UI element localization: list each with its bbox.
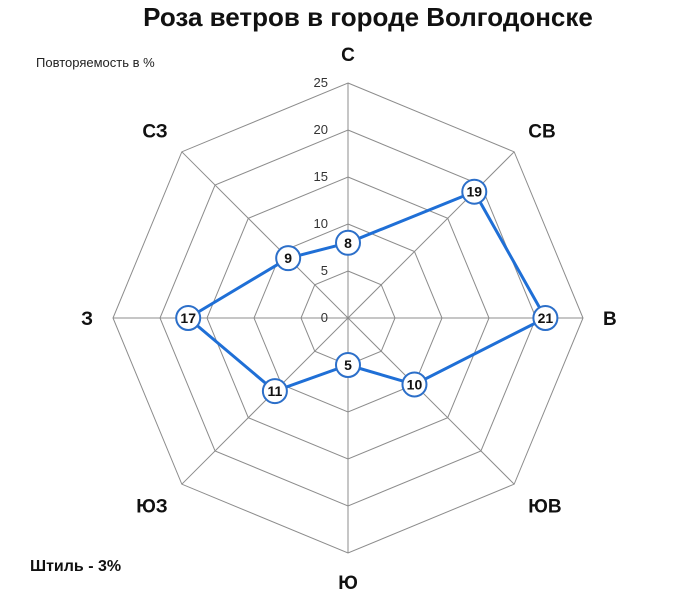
series-line	[186, 190, 547, 393]
direction-label-2: В	[603, 309, 617, 330]
tick-label-0: 0	[321, 310, 328, 325]
radial-tick-labels: 0 5 10 15 20 25	[314, 75, 328, 325]
data-point-2: 21	[532, 305, 559, 331]
direction-label-5: ЮЗ	[136, 496, 168, 517]
data-label-3: 10	[407, 376, 423, 392]
data-label-4: 5	[344, 357, 352, 373]
data-point-marker-6	[175, 305, 202, 331]
axis-line-7	[181, 151, 349, 319]
data-point-marker-4	[335, 352, 361, 378]
data-label-7: 9	[284, 250, 292, 266]
data-point-marker-0	[335, 229, 361, 256]
wind-series	[186, 190, 547, 393]
data-point-marker-3	[401, 371, 428, 398]
data-point-1: 19	[461, 178, 488, 205]
radar-axes	[113, 83, 583, 553]
axis-line-3	[347, 317, 515, 485]
tick-label-25: 25	[314, 75, 328, 90]
data-point-marker-2	[532, 305, 559, 331]
direction-label-3: ЮВ	[528, 496, 561, 517]
data-point-marker-5	[261, 378, 288, 405]
unit-label: Повторяемость в %	[36, 55, 155, 70]
direction-label-0: С	[341, 45, 355, 66]
data-point-6: 17	[175, 305, 202, 331]
data-point-4: 5	[335, 352, 361, 378]
tick-label-20: 20	[314, 122, 328, 137]
data-point-7: 9	[275, 245, 302, 272]
direction-label-1: СВ	[528, 122, 555, 143]
data-label-1: 19	[467, 184, 483, 200]
data-label-5: 11	[267, 383, 282, 399]
direction-label-4: Ю	[338, 573, 358, 591]
direction-label-6: З	[81, 309, 93, 330]
calm-note: Штиль - 3%	[30, 558, 121, 575]
data-point-0: 8	[335, 229, 361, 256]
tick-label-5: 5	[321, 263, 328, 278]
tick-label-10: 10	[314, 216, 328, 231]
data-label-2: 21	[538, 310, 554, 326]
data-point-marker-1	[461, 178, 488, 205]
axis-line-1	[347, 151, 515, 319]
direction-label-7: СЗ	[142, 122, 167, 143]
data-point-3: 10	[401, 371, 428, 398]
data-markers: 8 19 21 10 5 11 17 9	[175, 178, 559, 405]
data-label-6: 17	[180, 310, 196, 326]
axis-line-5	[181, 317, 349, 485]
tick-label-15: 15	[314, 169, 328, 184]
data-label-0: 8	[344, 235, 352, 251]
data-point-5: 11	[261, 378, 288, 405]
direction-labels: С СВ В ЮВ Ю ЮЗ З СЗ	[81, 45, 617, 591]
chart-title: Роза ветров в городе Волгодонске	[143, 2, 593, 32]
data-point-marker-7	[275, 245, 302, 272]
